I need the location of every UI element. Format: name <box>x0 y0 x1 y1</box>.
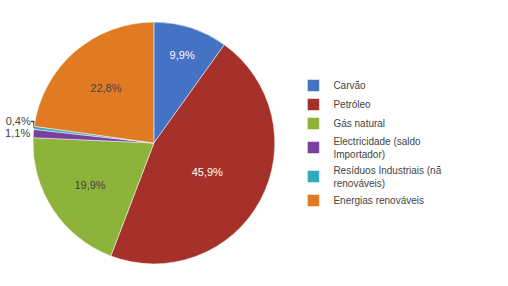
svg-text:22,8%: 22,8% <box>90 82 121 94</box>
svg-text:Petróleo: Petróleo <box>333 99 371 110</box>
svg-text:1,1%: 1,1% <box>5 127 30 139</box>
svg-text:Electricidade (saldoImportador: Electricidade (saldoImportador) <box>333 136 421 160</box>
svg-text:Carvão: Carvão <box>333 80 366 91</box>
svg-text:19,9%: 19,9% <box>74 179 105 191</box>
svg-text:45,9%: 45,9% <box>192 166 223 178</box>
svg-text:0,4%: 0,4% <box>6 115 31 127</box>
svg-text:9,9%: 9,9% <box>170 49 195 61</box>
svg-text:Resíduos Industriais (nãrenová: Resíduos Industriais (nãrenováveis) <box>333 165 441 189</box>
svg-text:Gás natural: Gás natural <box>333 118 385 129</box>
svg-text:Energias renováveis: Energias renováveis <box>333 195 424 206</box>
